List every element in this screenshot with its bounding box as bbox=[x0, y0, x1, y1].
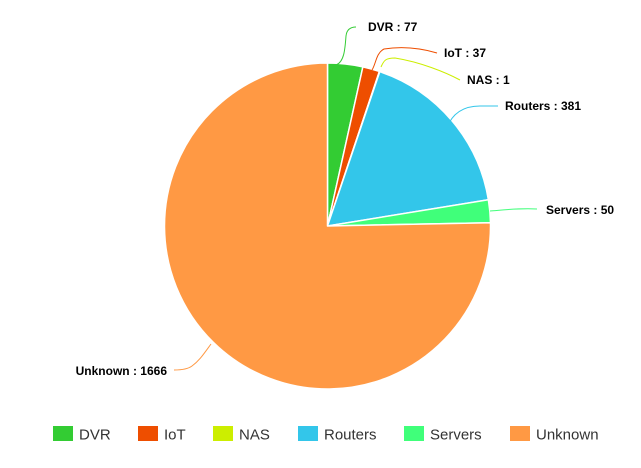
legend-item-unknown[interactable]: Unknown bbox=[510, 426, 599, 444]
label-connector-nas bbox=[380, 57, 461, 81]
legend-swatch-unknown bbox=[510, 426, 530, 441]
label-connector-iot bbox=[371, 47, 438, 71]
label-connector-unknown bbox=[173, 343, 212, 371]
legend-swatch-dvr bbox=[53, 426, 73, 441]
legend-swatch-servers bbox=[404, 426, 424, 441]
legend-label-iot: IoT bbox=[164, 427, 186, 444]
legend-swatch-iot bbox=[138, 426, 158, 441]
pie-slice-routers[interactable] bbox=[326, 70, 490, 227]
legend-label-routers: Routers bbox=[324, 427, 377, 444]
legend: DVR IoT NAS Routers Servers Unknown bbox=[53, 426, 599, 444]
data-label-unknown: Unknown : 1666 bbox=[76, 364, 168, 378]
data-label-routers: Routers : 381 bbox=[505, 99, 581, 113]
label-connector-routers bbox=[445, 105, 498, 131]
legend-item-iot[interactable]: IoT bbox=[138, 426, 186, 444]
data-label-iot: IoT : 37 bbox=[444, 46, 486, 60]
data-label-nas: NAS : 1 bbox=[467, 73, 510, 87]
legend-item-nas[interactable]: NAS bbox=[213, 426, 270, 444]
legend-item-servers[interactable]: Servers bbox=[404, 426, 482, 444]
data-label-dvr: DVR : 77 bbox=[368, 20, 418, 34]
legend-swatch-nas bbox=[213, 426, 233, 441]
legend-label-servers: Servers bbox=[430, 427, 482, 444]
pie-slice-unknown[interactable] bbox=[163, 62, 492, 390]
label-connectors bbox=[173, 26, 538, 371]
legend-item-dvr[interactable]: DVR bbox=[53, 426, 111, 444]
pie-slices bbox=[163, 62, 492, 390]
data-labels: DVR : 77 IoT : 37 NAS : 1 Routers : 381 Serv… bbox=[76, 20, 615, 378]
label-connector-dvr bbox=[335, 26, 357, 66]
legend-label-nas: NAS bbox=[239, 427, 270, 444]
legend-label-dvr: DVR bbox=[79, 427, 111, 444]
legend-label-unknown: Unknown bbox=[536, 427, 599, 444]
label-connector-servers bbox=[489, 208, 538, 212]
data-label-servers: Servers : 50 bbox=[546, 203, 614, 217]
legend-item-routers[interactable]: Routers bbox=[298, 426, 377, 444]
legend-swatch-routers bbox=[298, 426, 318, 441]
